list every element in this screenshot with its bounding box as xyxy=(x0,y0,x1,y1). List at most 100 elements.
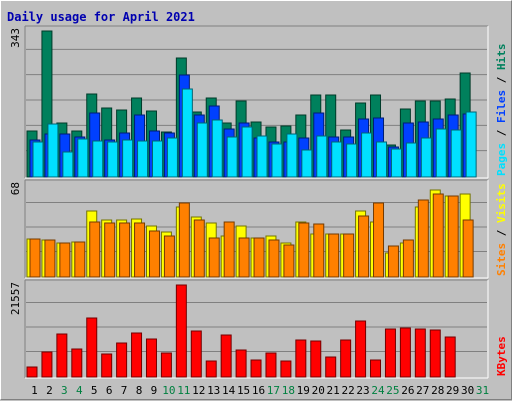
day-label-17: 17 xyxy=(267,384,280,397)
legend-separator: / xyxy=(495,229,508,243)
bar-pages-day-6 xyxy=(107,141,119,178)
bar-sites-day-21 xyxy=(328,233,340,278)
bar-pages-day-9 xyxy=(151,140,163,178)
bar-pages-day-25 xyxy=(390,148,402,178)
bar-kbytes-day-22 xyxy=(340,339,352,378)
bar-kbytes-day-27 xyxy=(414,328,426,378)
day-label-14: 14 xyxy=(222,384,236,397)
bar-pages-day-22 xyxy=(346,143,358,178)
bar-kbytes-day-25 xyxy=(384,328,396,378)
bar-sites-day-20 xyxy=(313,223,325,278)
panel-kbytes: 21557 KBytes xyxy=(9,279,508,379)
bar-kbytes-day-7 xyxy=(116,342,128,378)
bar-pages-day-23 xyxy=(361,132,373,178)
legend-kbytes: KBytes xyxy=(495,336,508,376)
bar-pages-day-28 xyxy=(435,128,447,178)
day-label-25: 25 xyxy=(386,384,399,397)
day-label-5: 5 xyxy=(91,384,98,397)
bar-sites-day-17 xyxy=(268,239,280,278)
bar-pages-day-24 xyxy=(376,141,388,178)
day-label-3: 3 xyxy=(61,384,68,397)
bar-pages-day-7 xyxy=(122,139,134,178)
legend-sites: Sites xyxy=(495,243,508,276)
day-label-31: 31 xyxy=(476,384,489,397)
bar-sites-day-15 xyxy=(238,237,250,278)
bar-kbytes-day-15 xyxy=(235,349,247,378)
chart-title: Daily usage for April 2021 xyxy=(7,10,195,24)
bar-pages-day-14 xyxy=(226,136,238,178)
day-label-11: 11 xyxy=(177,384,190,397)
bar-sites-day-30 xyxy=(462,219,474,278)
bar-sites-day-22 xyxy=(343,233,355,278)
day-label-4: 4 xyxy=(76,384,83,397)
bar-kbytes-day-2 xyxy=(41,351,53,378)
day-label-10: 10 xyxy=(162,384,175,397)
bar-pages-day-11 xyxy=(181,88,193,178)
bar-kbytes-day-24 xyxy=(370,359,382,378)
bar-sites-day-9 xyxy=(148,230,160,278)
day-label-13: 13 xyxy=(207,384,220,397)
bar-pages-day-18 xyxy=(286,133,298,178)
bar-sites-day-29 xyxy=(447,195,459,278)
y-max-label: 343 xyxy=(9,28,22,48)
day-label-28: 28 xyxy=(431,384,444,397)
bar-pages-day-27 xyxy=(420,137,432,178)
bar-pages-day-5 xyxy=(92,140,104,178)
bar-kbytes-day-20 xyxy=(310,340,322,378)
bar-sites-day-28 xyxy=(432,193,444,278)
bar-sites-day-3 xyxy=(59,242,71,278)
bar-kbytes-day-26 xyxy=(399,327,411,378)
day-label-15: 15 xyxy=(237,384,250,397)
bar-pages-day-16 xyxy=(256,135,268,178)
bar-pages-day-17 xyxy=(271,143,283,178)
bar-sites-day-24 xyxy=(373,202,385,278)
bar-kbytes-day-12 xyxy=(190,330,202,378)
bar-kbytes-day-19 xyxy=(295,339,307,378)
day-label-26: 26 xyxy=(401,384,414,397)
bar-sites-day-14 xyxy=(223,221,235,278)
y-max-label: 68 xyxy=(9,182,22,195)
bar-sites-day-1 xyxy=(29,238,41,278)
day-label-16: 16 xyxy=(252,384,265,397)
day-label-29: 29 xyxy=(446,384,459,397)
bar-pages-day-13 xyxy=(211,119,223,178)
legend-pages: Pages xyxy=(495,143,508,176)
bar-kbytes-day-5 xyxy=(86,317,98,378)
panel-hits-files-pages: 343 Pages / Files / Hits xyxy=(9,25,508,179)
bar-kbytes-day-11 xyxy=(175,284,187,378)
bar-sites-day-13 xyxy=(208,237,220,278)
bar-pages-day-10 xyxy=(166,137,178,178)
bar-kbytes-day-29 xyxy=(444,336,456,378)
bar-sites-day-12 xyxy=(193,219,205,278)
bar-sites-day-11 xyxy=(178,202,190,278)
day-label-2: 2 xyxy=(46,384,53,397)
bar-kbytes-day-1 xyxy=(26,366,38,378)
bar-kbytes-day-6 xyxy=(101,353,113,378)
bar-pages-day-4 xyxy=(77,138,89,178)
bar-kbytes-day-3 xyxy=(56,333,68,378)
bar-sites-day-26 xyxy=(402,239,414,278)
day-label-24: 24 xyxy=(371,384,385,397)
bar-sites-day-7 xyxy=(119,222,131,278)
bar-pages-day-15 xyxy=(241,126,253,178)
legend-visits: Visits xyxy=(495,183,508,229)
legend-hits-files-pages: Pages / Files / Hits xyxy=(495,44,508,177)
legend-kbytes: KBytes xyxy=(495,336,508,376)
bar-sites-day-10 xyxy=(163,235,175,278)
bar-kbytes-day-23 xyxy=(355,320,367,378)
day-label-27: 27 xyxy=(416,384,429,397)
day-label-9: 9 xyxy=(151,384,158,397)
bar-kbytes-day-14 xyxy=(220,334,232,378)
bar-sites-day-2 xyxy=(44,239,56,278)
y-max-label: 21557 xyxy=(9,282,22,315)
bar-kbytes-day-4 xyxy=(71,348,83,378)
bar-sites-day-6 xyxy=(104,222,116,278)
bar-kbytes-day-18 xyxy=(280,360,292,378)
bar-sites-day-19 xyxy=(298,222,310,278)
bar-pages-day-20 xyxy=(316,135,328,178)
day-label-1: 1 xyxy=(31,384,38,397)
bar-kbytes-day-16 xyxy=(250,359,262,378)
bar-kbytes-day-8 xyxy=(131,332,143,378)
